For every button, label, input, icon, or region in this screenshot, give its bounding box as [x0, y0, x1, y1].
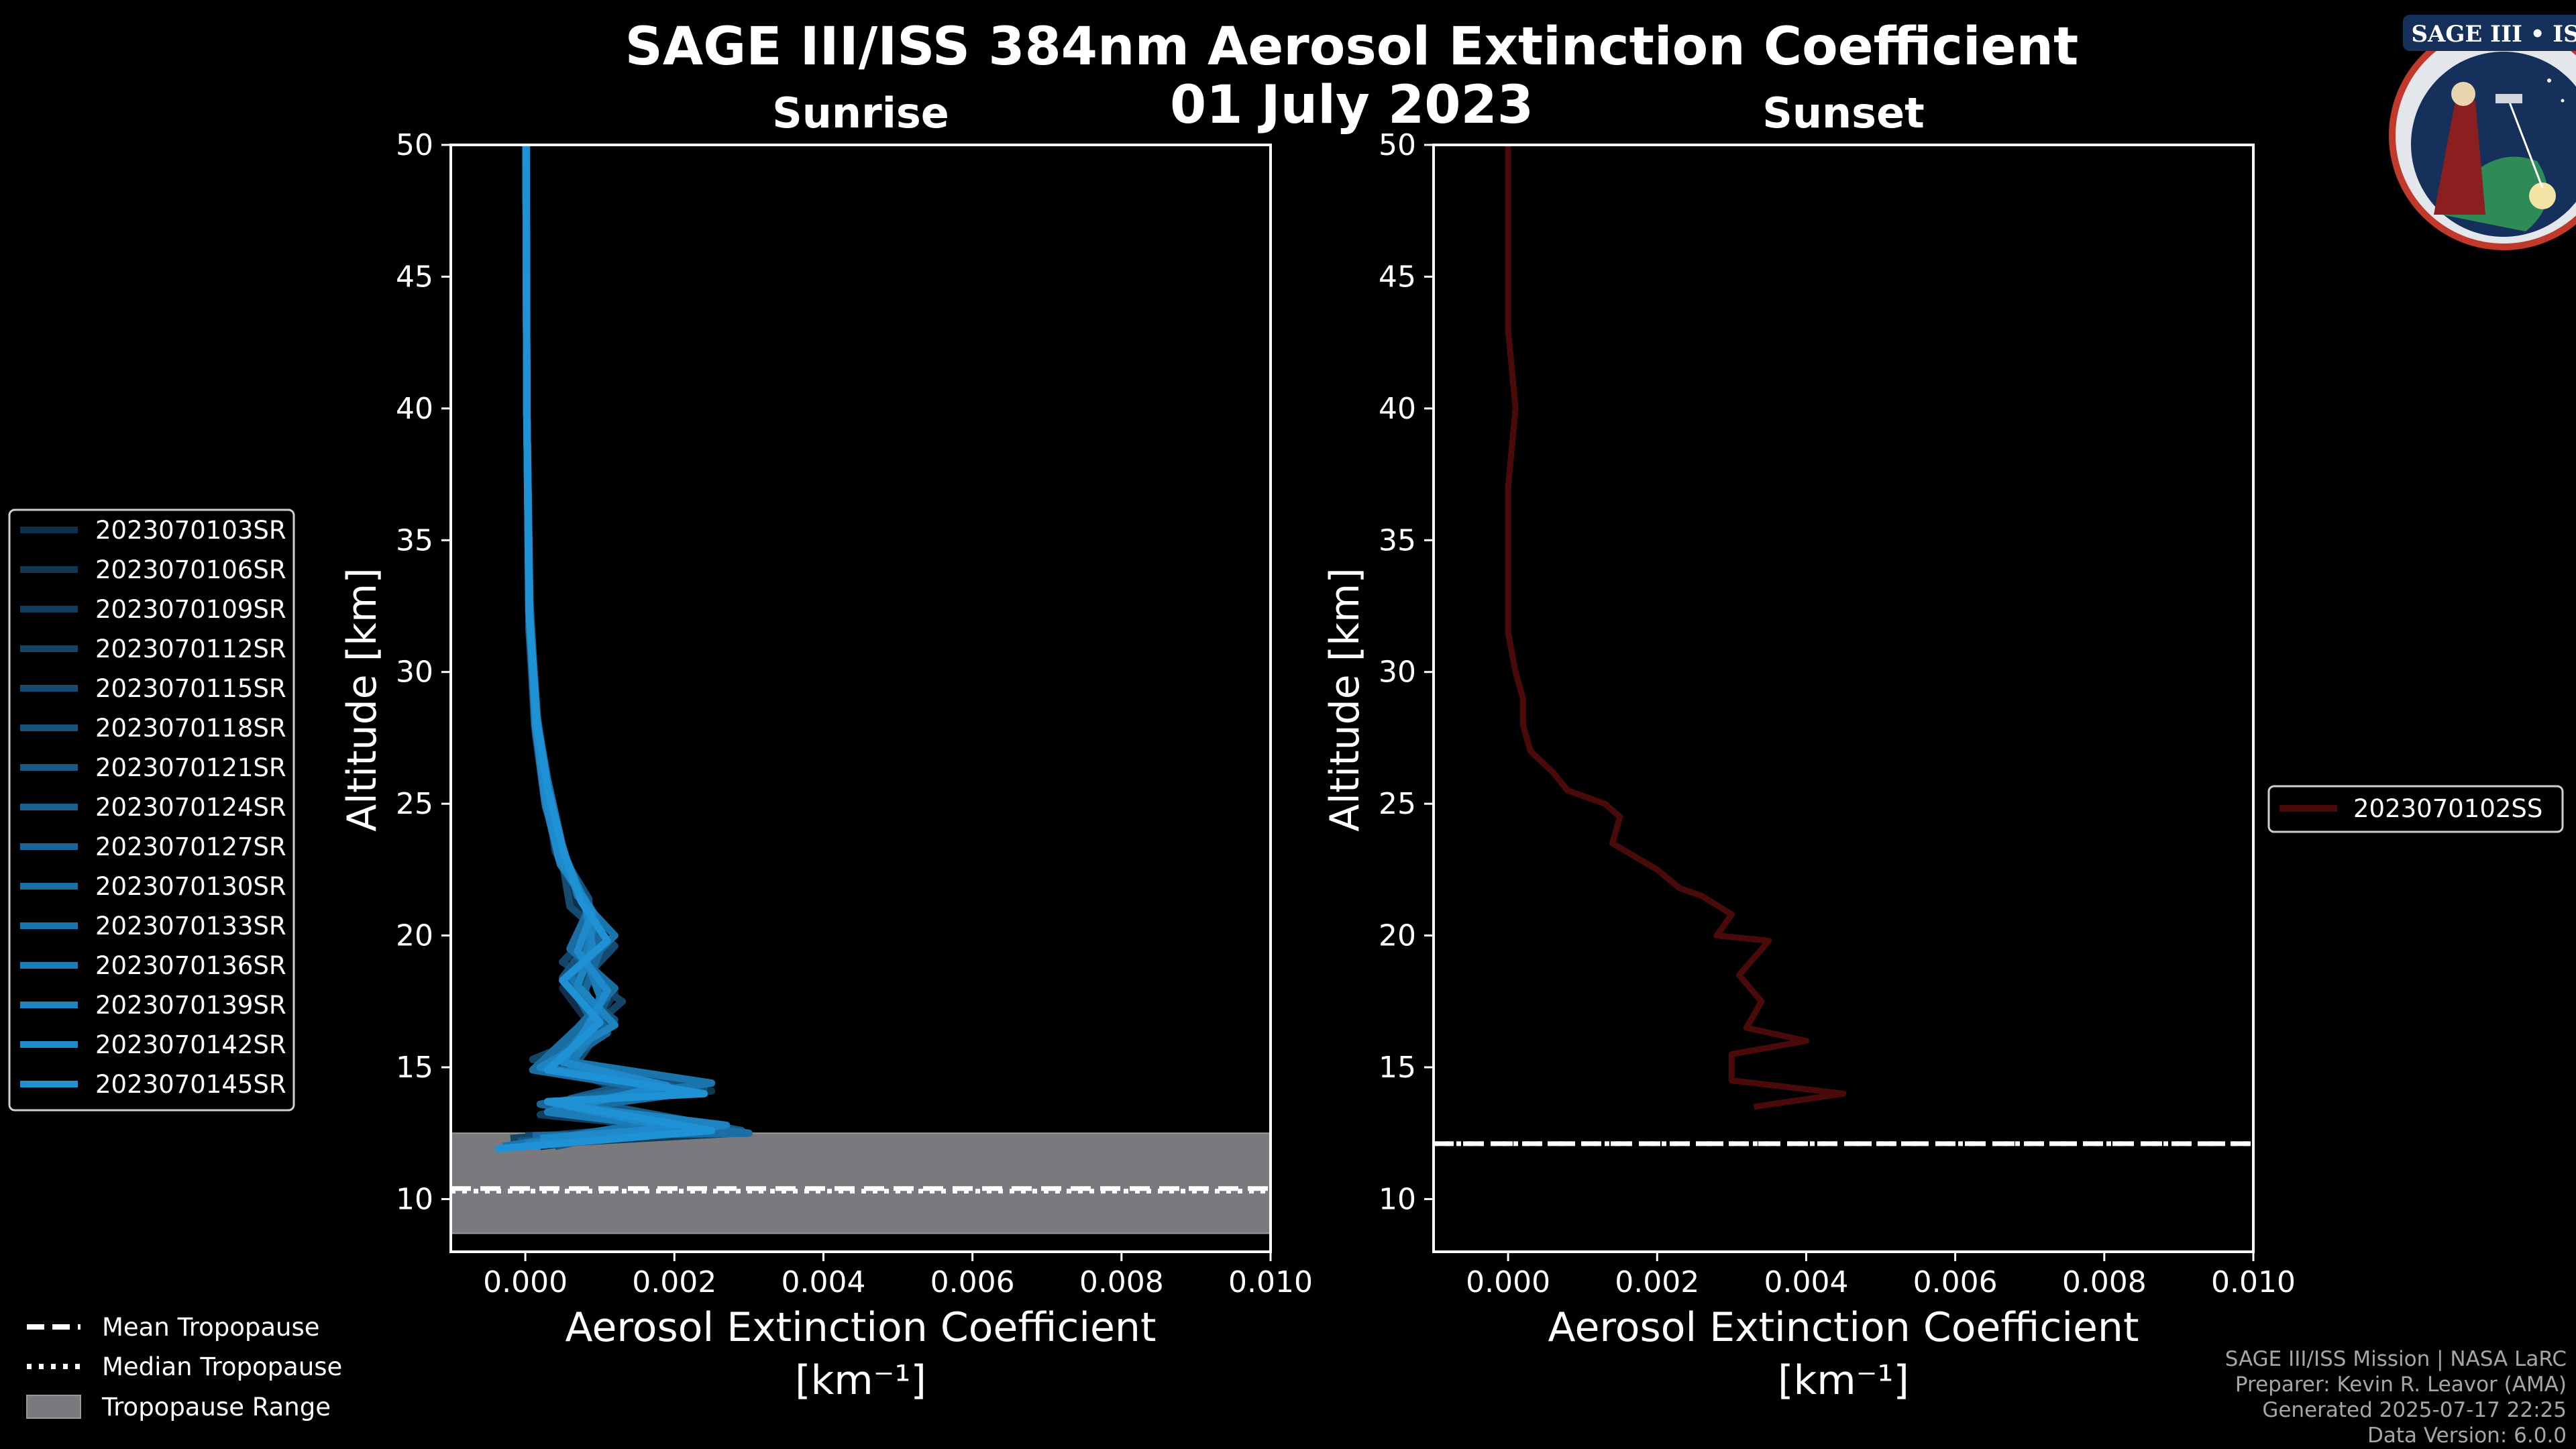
sunset-axes-frame [1432, 144, 2255, 1253]
sunrise-legend-label: 2023070118SR [95, 714, 286, 743]
sunset-x-tick-label: 0.004 [1764, 1265, 1848, 1299]
logo-iss-icon [2496, 94, 2522, 103]
sunrise-tropopause-range [450, 1132, 1271, 1234]
sunset-x-tick-label: 0.010 [2211, 1265, 2296, 1299]
sunset-y-tick-label: 50 [1379, 128, 1416, 162]
sunrise-legend-label: 2023070106SR [95, 555, 286, 584]
sunset-series-lines [1505, 145, 1847, 1110]
sunrise-legend-label: 2023070139SR [95, 991, 286, 1020]
sunrise-y-tick-label: 40 [396, 392, 433, 426]
sunrise-legend-frame [8, 508, 295, 1112]
sunrise-y-tick-label: 45 [396, 260, 433, 294]
sunrise-y-tick-label: 25 [396, 787, 433, 821]
sunset-x-tick-label: 0.002 [1615, 1265, 1699, 1299]
sunset-y-tick-label: 10 [1379, 1182, 1416, 1216]
sunset-y-tick-label: 45 [1379, 260, 1416, 294]
logo-moon-icon [2529, 182, 2556, 209]
sunrise-legend-label: 2023070136SR [95, 951, 286, 980]
main-title-line2: 01 July 2023 [1170, 75, 1534, 136]
sunset-y-tick-label: 20 [1379, 919, 1416, 953]
sunrise-x-tick-label: 0.004 [781, 1265, 865, 1299]
footer-data-version: Data Version: 6.0.0 [2367, 1424, 2567, 1448]
sunrise-legend-label: 2023070142SR [95, 1030, 286, 1059]
sunset-panel-title: Sunset [1762, 89, 1925, 138]
sunset-legend-frame [2267, 785, 2564, 833]
sunset-chart: 0.000 0.002 0.004 0.006 0.008 0.010 10 15 20 25 3… [1322, 128, 2296, 1404]
sunrise-x-tick-label: 0.006 [930, 1265, 1015, 1299]
sunrise-x-axis-unit: [km⁻¹] [795, 1357, 926, 1404]
median-tropopause-legend-label: Median Tropopause [102, 1352, 342, 1381]
sunrise-legend-label: 2023070121SR [95, 753, 286, 782]
sunset-y-tick-label: 25 [1379, 787, 1416, 821]
sunrise-legend-label: 2023070145SR [95, 1070, 286, 1099]
sunrise-legend: 2023070103SR 2023070106SR 2023070109SR 2023… [8, 508, 295, 1112]
sunrise-y-tick-label: 30 [396, 655, 433, 690]
sunset-y-ticks: 10 15 20 25 30 35 40 45 50 [1379, 128, 1434, 1216]
sunrise-x-ticks: 0.000 0.002 0.004 0.006 0.008 0.010 [483, 1252, 1313, 1299]
sunset-y-tick-label: 40 [1379, 392, 1416, 426]
sunrise-y-ticks: 10 15 20 25 30 35 40 45 50 [396, 128, 451, 1216]
sunset-x-tick-label: 0.008 [2062, 1265, 2147, 1299]
footer-preparer: Preparer: Kevin R. Leavor (AMA) [2235, 1373, 2567, 1397]
sunrise-x-tick-label: 0.010 [1228, 1265, 1313, 1299]
sunrise-x-tick-label: 0.002 [632, 1265, 716, 1299]
sunrise-plot-area [451, 145, 1271, 1252]
sunrise-axes-frame [449, 144, 1272, 1253]
sunrise-series-lines [495, 144, 753, 1153]
sunrise-chart: 0.000 0.002 0.004 0.006 0.008 0.010 10 15 20 25 3… [339, 128, 1313, 1404]
sunrise-y-tick-label: 50 [396, 128, 433, 162]
sunrise-series-line [495, 144, 716, 1153]
tropopause-range-legend-swatch [26, 1395, 81, 1419]
sunset-series-line [1505, 145, 1847, 1110]
logo-title: SAGE III • ISS [2411, 21, 2576, 48]
sunrise-x-axis-label: Aerosol Extinction Coefficient [566, 1304, 1157, 1351]
sunset-legend: 2023070102SS [2267, 785, 2564, 833]
sunset-x-axis-label: Aerosol Extinction Coefficient [1548, 1304, 2139, 1351]
sunset-x-tick-label: 0.000 [1466, 1265, 1550, 1299]
sunset-x-tick-label: 0.006 [1913, 1265, 1998, 1299]
sunrise-x-tick-label: 0.008 [1079, 1265, 1164, 1299]
mean-tropopause-legend-label: Mean Tropopause [102, 1313, 320, 1342]
sunset-y-tick-label: 35 [1379, 523, 1416, 557]
sunrise-legend-label: 2023070112SR [95, 635, 286, 663]
sunset-y-tick-label: 30 [1379, 655, 1416, 690]
logo-star-icon [2561, 99, 2565, 103]
sunset-y-axis-label: Altitude [km] [1322, 568, 1368, 832]
sunset-plot-area [1434, 145, 2253, 1252]
logo-banner [2403, 15, 2576, 51]
sage-mission-logo: SAGE III • ISS [2389, 15, 2576, 250]
sunset-legend-label: 2023070102SS [2353, 794, 2542, 823]
sunrise-legend-label: 2023070124SR [95, 793, 286, 822]
sunrise-legend-label: 2023070115SR [95, 674, 286, 703]
sunset-x-axis-unit: [km⁻¹] [1778, 1357, 1909, 1404]
logo-star-icon [2547, 78, 2551, 83]
sunrise-y-tick-label: 10 [396, 1182, 433, 1216]
sunrise-y-tick-label: 35 [396, 523, 433, 557]
sunrise-legend-label: 2023070133SR [95, 912, 286, 941]
sunrise-legend-label: 2023070130SR [95, 872, 286, 901]
logo-astronomer-figure-icon [2434, 101, 2485, 215]
logo-astronomer-head-icon [2451, 82, 2475, 106]
sunset-x-ticks: 0.000 0.002 0.004 0.006 0.008 0.010 [1466, 1252, 2296, 1299]
main-title-line1: SAGE III/ISS 384nm Aerosol Extinction Co… [625, 17, 2079, 77]
sunrise-y-axis-label: Altitude [km] [339, 568, 386, 832]
sunrise-legend-label: 2023070127SR [95, 833, 286, 861]
sunrise-x-tick-label: 0.000 [483, 1265, 568, 1299]
logo-light-ray-icon [2508, 100, 2544, 189]
sunrise-legend-label: 2023070109SR [95, 595, 286, 624]
tropopause-legend: Mean Tropopause Median Tropopause Tropop… [26, 1313, 342, 1421]
footer-generated: Generated 2025-07-17 22:25 [2262, 1398, 2567, 1422]
sunrise-y-tick-label: 15 [396, 1051, 433, 1085]
sunrise-panel-title: Sunrise [772, 89, 949, 138]
footer-mission: SAGE III/ISS Mission | NASA LaRC [2225, 1347, 2567, 1371]
sunset-y-tick-label: 15 [1379, 1051, 1416, 1085]
footer-credits: SAGE III/ISS Mission | NASA LaRC Prepare… [2225, 1347, 2567, 1448]
sunrise-legend-label: 2023070103SR [95, 516, 286, 545]
sunrise-y-tick-label: 20 [396, 919, 433, 953]
tropopause-range-legend-label: Tropopause Range [101, 1393, 331, 1421]
